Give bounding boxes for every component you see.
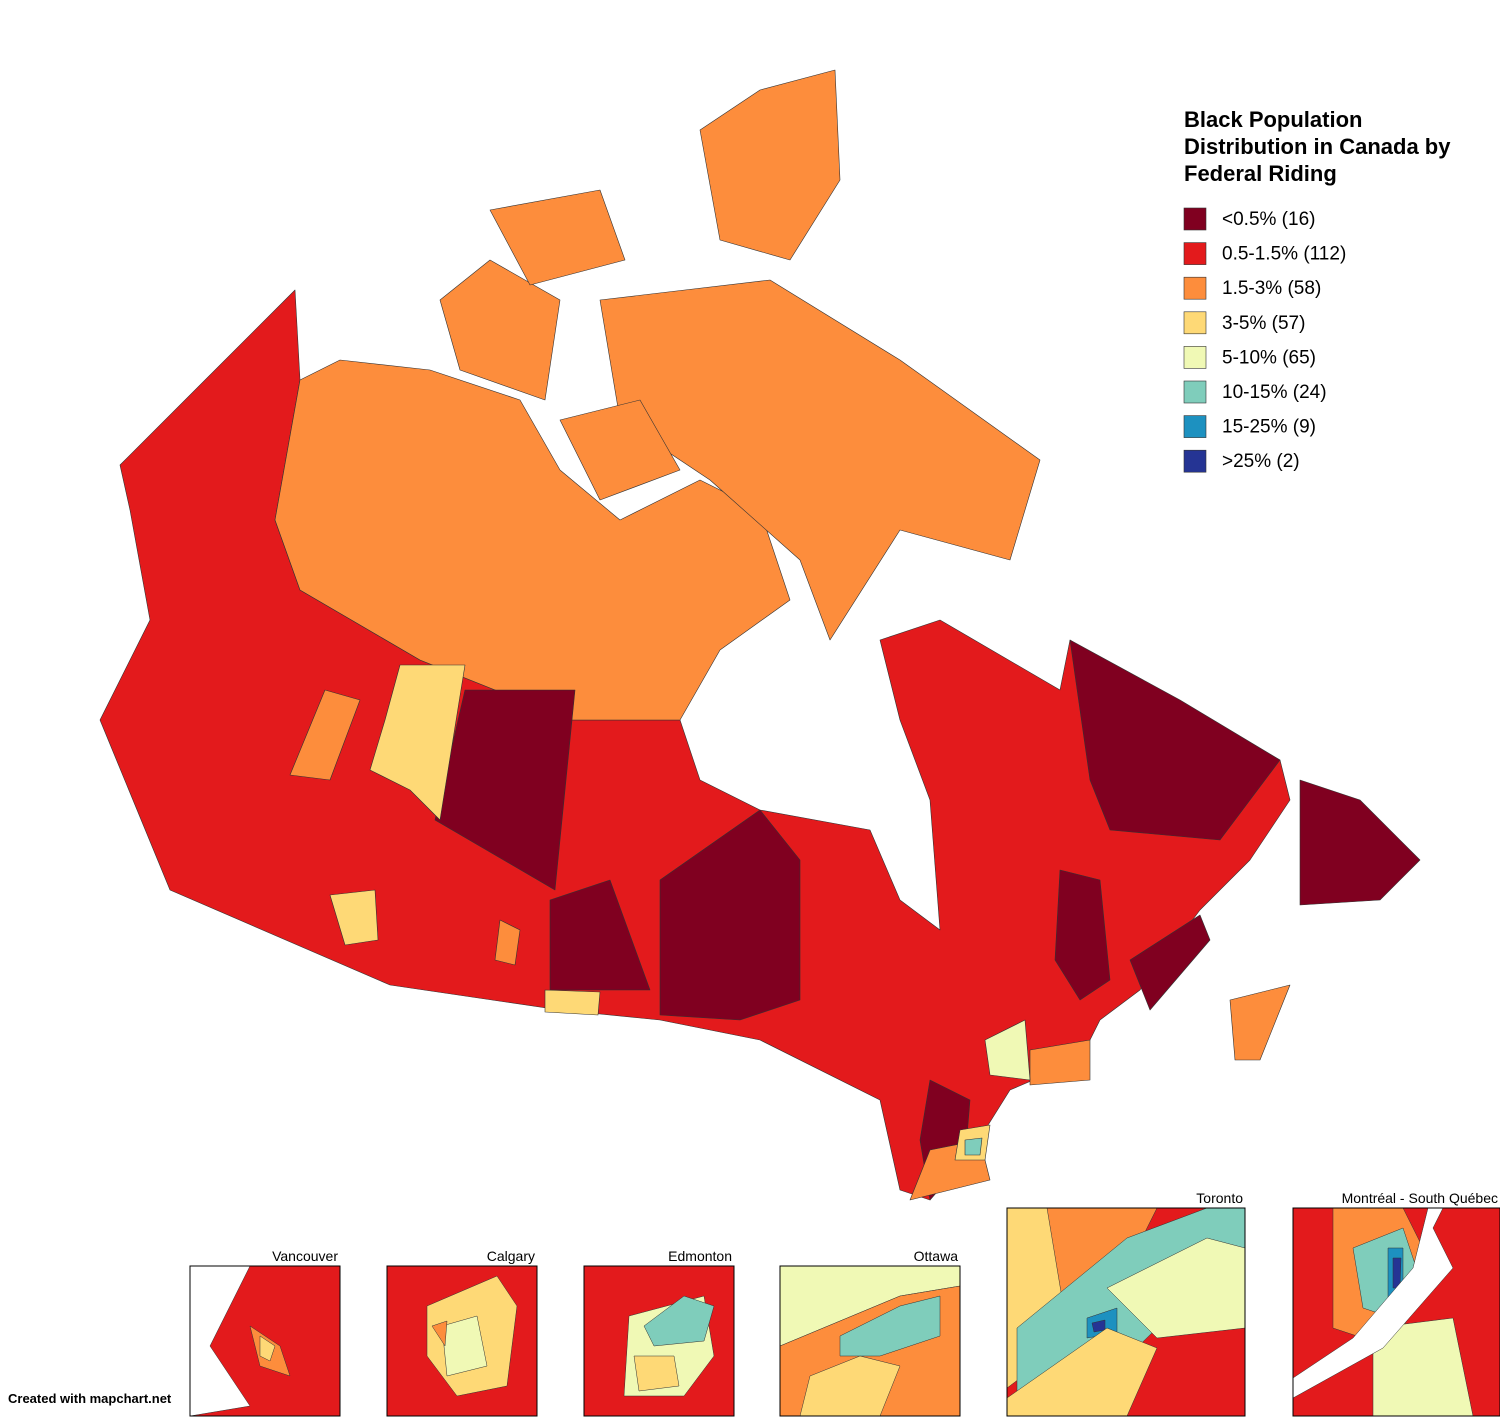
region <box>659 809 801 1021</box>
inset-label: Vancouver <box>272 1248 338 1264</box>
region <box>1129 914 1211 1011</box>
inset-label: Montréal - South Québec <box>1342 1190 1498 1206</box>
legend-swatch <box>1183 242 1207 265</box>
region <box>494 919 521 966</box>
title: Distribution in Canada by <box>1184 134 1451 159</box>
legend-label: 0.5-1.5% (112) <box>1222 244 1346 265</box>
inset-label: Ottawa <box>914 1248 959 1264</box>
inset-region <box>431 1320 448 1347</box>
region <box>274 359 791 721</box>
legend-label: 15-25% (9) <box>1222 417 1316 438</box>
footer: Created with mapchart.net <box>8 1391 172 1406</box>
region <box>984 1019 1031 1081</box>
legend-swatch <box>1183 276 1207 300</box>
region <box>1229 984 1291 1061</box>
region <box>329 889 379 946</box>
map-regions <box>99 69 1421 1201</box>
inset-label: Calgary <box>487 1248 535 1264</box>
legend-swatch <box>1183 346 1207 369</box>
region <box>964 1137 983 1156</box>
legend-label: 10-15% (24) <box>1222 382 1327 403</box>
region <box>1054 869 1111 1001</box>
legend-swatch <box>1183 311 1207 335</box>
region <box>544 989 601 1016</box>
region <box>289 689 361 781</box>
title: Federal Riding <box>1184 161 1337 186</box>
region <box>1029 1039 1091 1086</box>
inset-region <box>633 1355 680 1392</box>
inset-border <box>189 1265 341 1417</box>
legend-swatch <box>1183 380 1207 404</box>
inset-region <box>839 1295 941 1357</box>
inset-region <box>799 1355 901 1417</box>
legend-label: 1.5-3% (58) <box>1222 278 1321 299</box>
region <box>699 69 841 261</box>
inset-region <box>643 1295 715 1347</box>
region <box>599 279 1041 641</box>
region <box>1299 779 1421 906</box>
inset-label: Edmonton <box>668 1248 732 1264</box>
legend-label: 5-10% (65) <box>1222 347 1316 368</box>
legend-swatch <box>1183 207 1207 231</box>
region <box>559 399 681 501</box>
inset-border <box>1292 1207 1500 1417</box>
inset-border <box>386 1265 538 1417</box>
legend: <0.5% (16) 0.5-1.5% (112) 1.5-3% (58) 3-5% … <box>1183 207 1346 473</box>
inset-region <box>441 1315 488 1377</box>
legend-swatch <box>1183 449 1207 473</box>
inset-border <box>583 1265 735 1417</box>
region <box>489 189 626 286</box>
legend-swatch <box>1183 415 1207 438</box>
legend-label: 3-5% (57) <box>1222 313 1305 334</box>
inset-label: Toronto <box>1196 1190 1243 1206</box>
insets: Vancouver Calgary Edmonton Ottawa Toronto Mon… <box>189 1190 1500 1417</box>
inset-region <box>259 1335 276 1362</box>
inset-border <box>779 1265 961 1417</box>
region <box>439 259 561 401</box>
legend-label: >25% (2) <box>1222 451 1300 472</box>
inset-border <box>1006 1207 1246 1417</box>
region <box>549 879 651 991</box>
title: Black Population <box>1184 107 1362 132</box>
region <box>1069 639 1281 841</box>
legend-label: <0.5% (16) <box>1222 209 1315 230</box>
region <box>369 664 466 821</box>
